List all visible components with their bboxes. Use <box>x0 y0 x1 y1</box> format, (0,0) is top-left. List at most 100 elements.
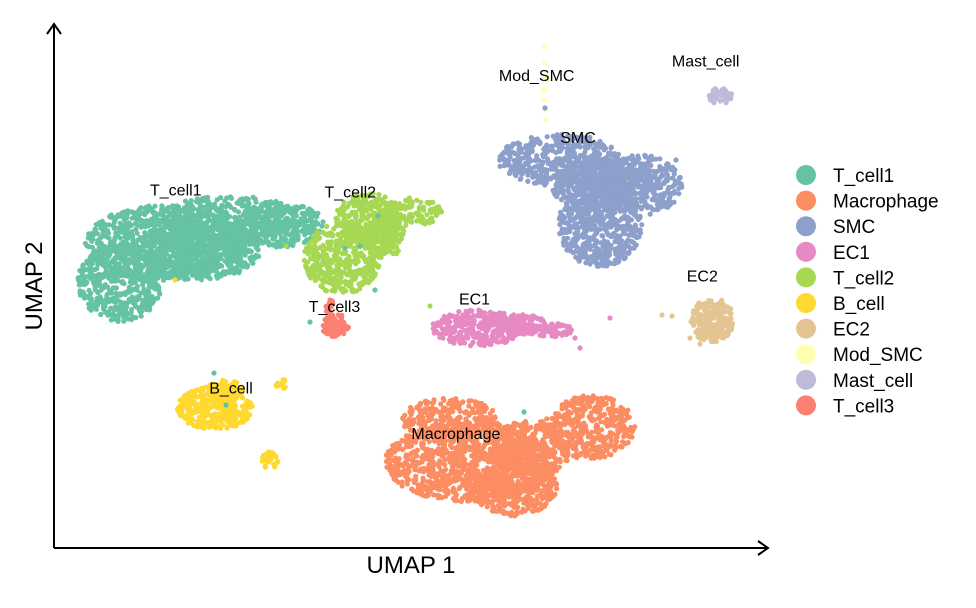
data-point <box>183 269 189 275</box>
data-point <box>178 271 184 277</box>
data-point <box>578 438 584 444</box>
data-point <box>146 204 152 210</box>
data-point <box>190 235 196 241</box>
data-point <box>522 463 528 469</box>
data-point <box>104 291 110 297</box>
data-point <box>100 258 106 264</box>
data-point <box>473 479 479 485</box>
data-point <box>579 412 585 418</box>
data-point <box>170 272 176 278</box>
data-point <box>141 209 148 216</box>
data-point <box>570 445 576 451</box>
data-point <box>603 435 609 441</box>
data-point <box>92 226 98 232</box>
data-point <box>241 233 247 239</box>
data-point <box>438 483 444 489</box>
data-point <box>135 212 142 218</box>
data-point <box>480 450 486 456</box>
data-point <box>234 200 240 206</box>
data-point <box>250 260 256 266</box>
data-point <box>133 226 139 232</box>
data-point <box>618 406 624 412</box>
data-point <box>273 230 279 236</box>
data-point <box>505 501 511 507</box>
data-point <box>501 468 507 474</box>
data-point <box>124 215 130 221</box>
data-point <box>606 396 612 402</box>
data-point <box>206 253 212 259</box>
data-point <box>492 471 498 477</box>
data-point <box>244 197 251 204</box>
data-point <box>490 481 496 488</box>
data-point <box>613 436 619 442</box>
data-point <box>287 241 294 247</box>
data-point <box>108 298 114 304</box>
data-point <box>82 267 89 273</box>
data-point <box>493 455 500 461</box>
data-point <box>262 221 268 228</box>
data-point <box>446 401 452 407</box>
data-point <box>89 238 95 244</box>
data-point <box>409 486 415 492</box>
data-point <box>590 394 596 400</box>
data-point <box>256 253 262 259</box>
data-point <box>202 210 208 217</box>
data-point <box>479 403 486 409</box>
data-point <box>301 220 308 226</box>
data-point <box>524 443 530 450</box>
data-point <box>607 410 613 416</box>
data-point <box>403 454 409 460</box>
data-point <box>218 273 224 279</box>
data-point <box>99 234 105 240</box>
data-point <box>218 256 224 262</box>
cluster-points-smc <box>497 131 685 269</box>
data-point <box>129 215 135 221</box>
data-point <box>553 411 559 417</box>
data-point <box>407 409 413 415</box>
data-point <box>256 214 262 220</box>
data-point <box>542 422 549 428</box>
data-point <box>538 425 544 431</box>
data-point <box>108 317 114 323</box>
data-point <box>534 462 541 468</box>
data-point <box>504 440 510 446</box>
data-point <box>509 428 515 434</box>
data-point <box>524 427 531 433</box>
data-point <box>450 496 457 502</box>
data-point <box>186 201 192 208</box>
data-point <box>82 240 88 247</box>
data-point <box>564 403 570 409</box>
data-point <box>79 272 85 278</box>
data-point <box>273 203 279 209</box>
data-point <box>544 489 550 495</box>
data-point <box>111 269 117 275</box>
data-point <box>125 288 131 294</box>
data-point <box>117 255 123 261</box>
data-point <box>86 305 92 311</box>
data-point <box>88 301 94 307</box>
data-point <box>615 427 621 434</box>
data-point <box>628 424 634 431</box>
data-point <box>245 262 251 268</box>
data-point <box>195 245 201 251</box>
data-point <box>488 466 494 473</box>
data-point <box>103 222 109 228</box>
data-point <box>514 509 520 515</box>
data-point <box>292 211 298 217</box>
data-point <box>319 223 325 229</box>
data-point <box>107 214 113 220</box>
data-point <box>463 479 469 485</box>
data-point <box>122 209 128 215</box>
data-point <box>119 309 125 315</box>
data-point <box>537 506 543 512</box>
data-point <box>420 415 426 421</box>
data-point <box>96 244 103 250</box>
data-point <box>604 447 610 454</box>
data-point <box>390 457 396 463</box>
data-point <box>222 271 228 277</box>
data-point <box>559 451 566 457</box>
data-point <box>576 422 582 428</box>
data-point <box>455 405 461 411</box>
data-point <box>443 493 449 499</box>
data-point <box>442 405 448 411</box>
